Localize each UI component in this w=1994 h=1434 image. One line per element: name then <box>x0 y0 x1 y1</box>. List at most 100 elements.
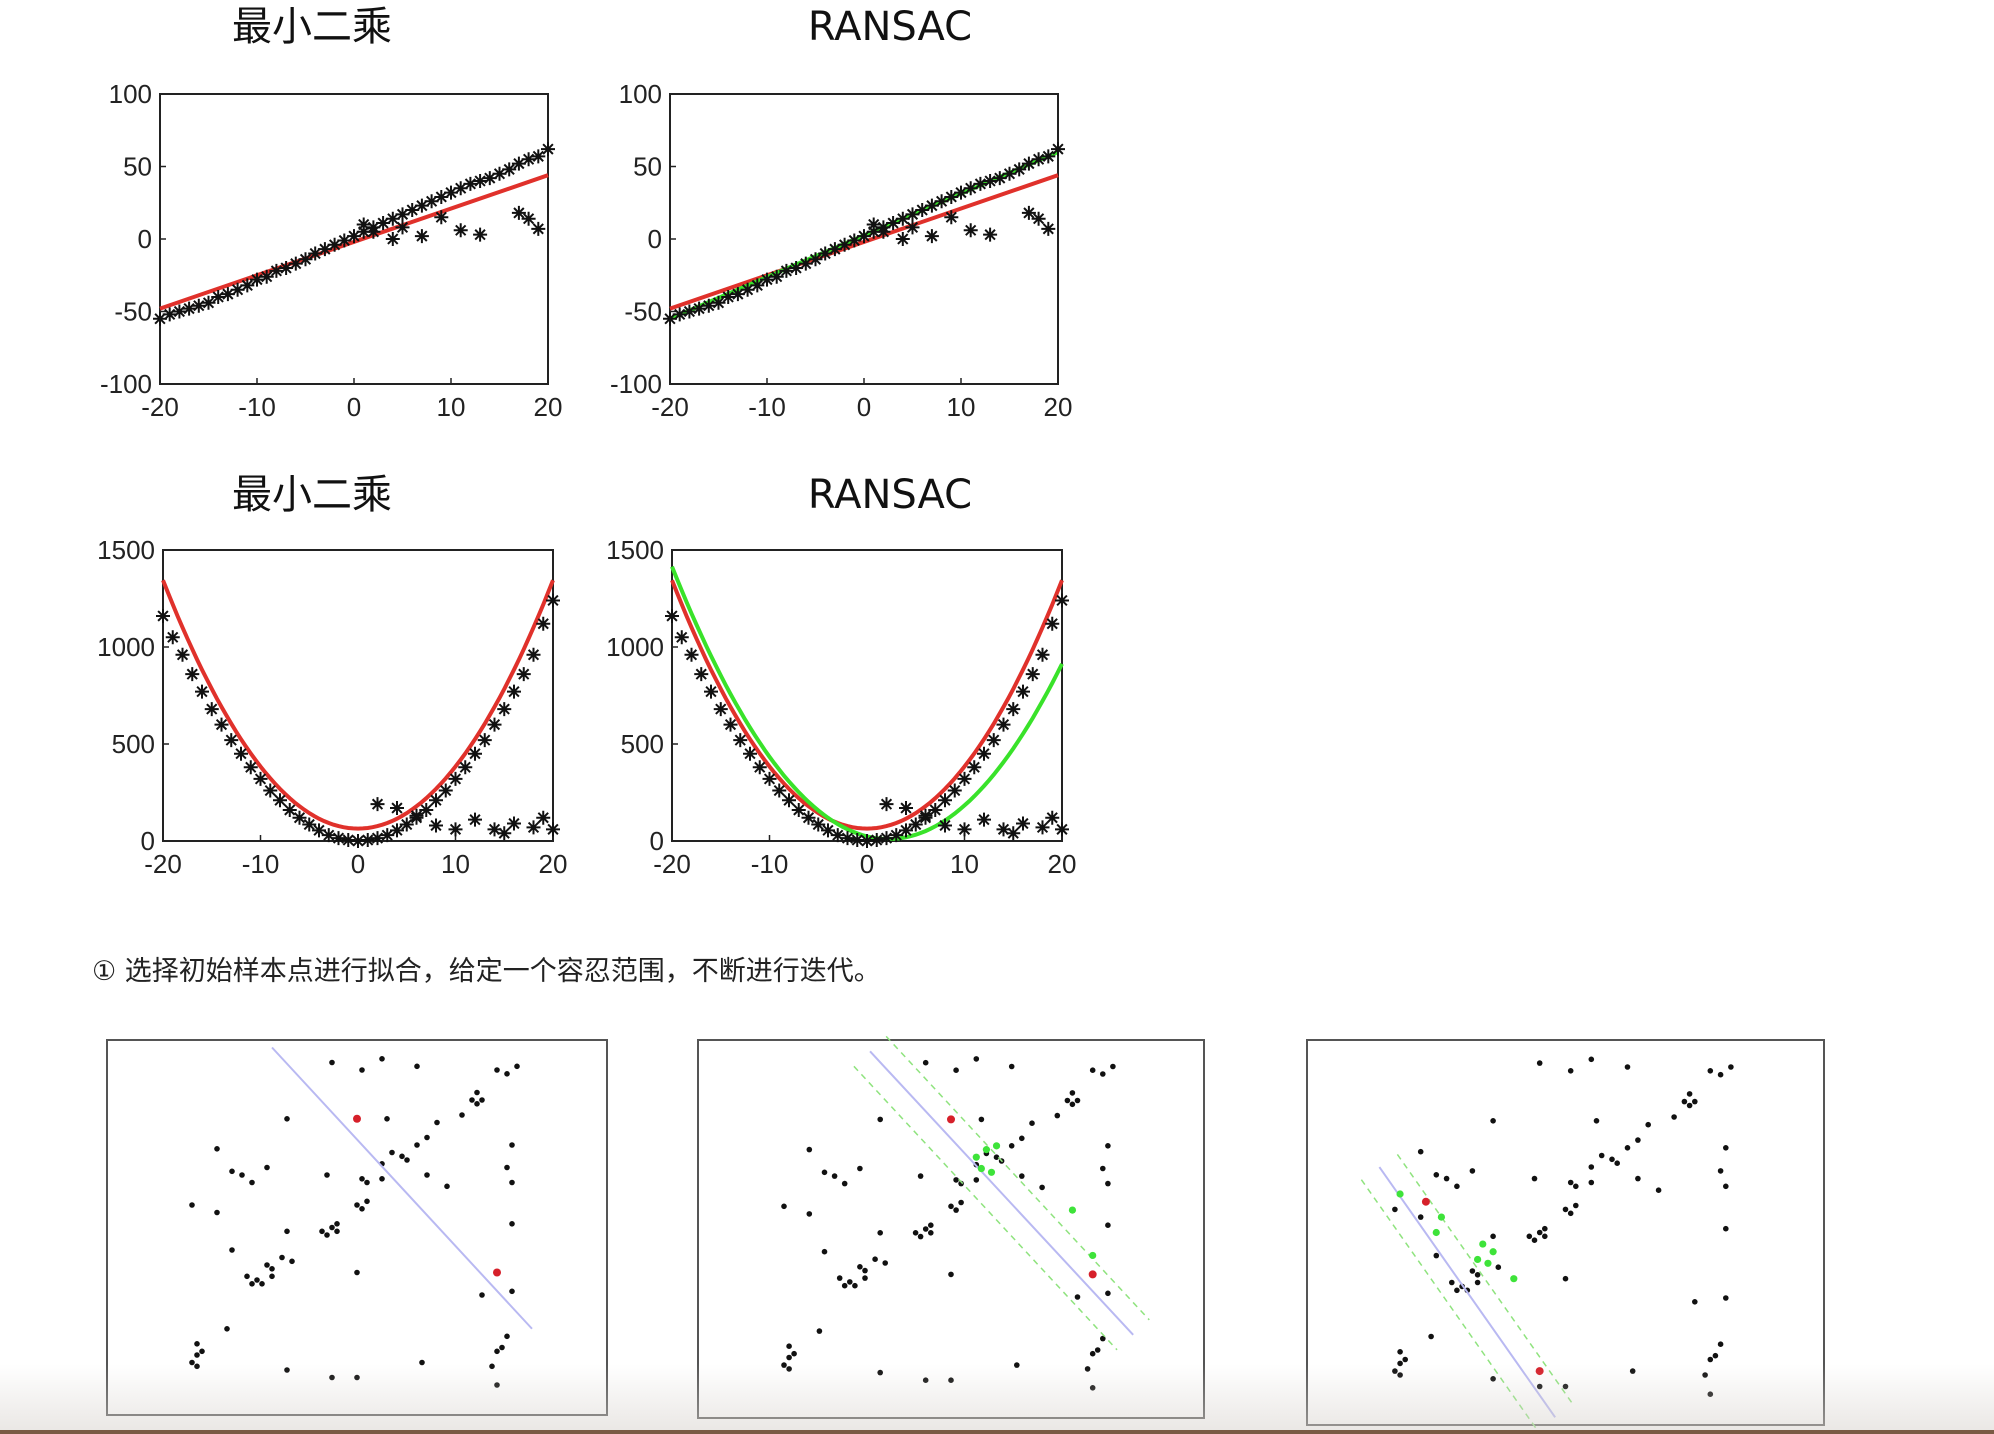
scatter-dot <box>791 1350 797 1357</box>
data-point <box>282 802 297 817</box>
scatter-dot <box>973 1177 980 1183</box>
scatter-dot <box>948 1271 954 1278</box>
scatter-dot <box>922 1059 929 1066</box>
scatter-dot <box>509 1142 515 1148</box>
data-point <box>857 229 871 244</box>
scatter-dot <box>444 1183 450 1190</box>
data-point <box>448 771 463 786</box>
data-point <box>1041 149 1056 164</box>
scatter-dot <box>359 1067 365 1073</box>
scatter-dot <box>334 1221 340 1227</box>
data-point <box>243 760 258 775</box>
data-point <box>1031 211 1046 226</box>
data-point <box>172 304 187 319</box>
scatter-dot <box>1054 1112 1061 1119</box>
scatter-dot <box>319 1228 325 1235</box>
scatter-dot <box>1717 1341 1724 1347</box>
scatter-dot <box>1428 1333 1434 1340</box>
scatter-dot <box>1074 1294 1081 1300</box>
data-point <box>253 771 268 786</box>
data-point <box>511 205 526 220</box>
data-point <box>438 783 453 798</box>
data-point <box>899 823 913 838</box>
scatter-dot <box>224 1326 230 1332</box>
scatter-dot <box>821 1248 828 1255</box>
y-tick-label: 50 <box>123 152 152 182</box>
data-point <box>162 307 177 322</box>
inlier-dot <box>972 1153 980 1161</box>
data-point <box>230 282 245 297</box>
scatter-dot <box>953 1207 959 1213</box>
scatter-dot <box>284 1228 290 1235</box>
data-point <box>153 311 167 326</box>
scatter-dot <box>1526 1233 1533 1240</box>
scatter-dot <box>821 1169 828 1176</box>
inlier-dot <box>982 1146 991 1154</box>
data-point <box>521 152 536 167</box>
scatter-dot <box>229 1168 235 1175</box>
scatter-dot <box>379 1176 385 1182</box>
data-point <box>356 224 371 239</box>
scatter-dot <box>269 1266 275 1272</box>
x-tick-label: 0 <box>857 392 871 422</box>
scatter-dot <box>1542 1233 1548 1240</box>
data-point <box>996 717 1011 732</box>
inlier-dot <box>1432 1228 1440 1237</box>
data-point <box>1016 816 1030 831</box>
scatter-dot <box>1105 1143 1111 1149</box>
scatter-dot <box>1723 1145 1729 1151</box>
data-point <box>672 307 687 322</box>
x-tick-label: 0 <box>860 849 874 879</box>
data-point <box>886 216 901 231</box>
y-tick-label: 1500 <box>606 535 664 565</box>
scatter-dot <box>852 1282 858 1289</box>
scatter-dot <box>494 1348 500 1355</box>
data-point <box>477 733 492 748</box>
data-point <box>889 828 904 843</box>
tolerance-band-line <box>885 1035 1150 1321</box>
chart-ls-quadratic: -20 -10 0 10 20 1500 1000 500 0 <box>97 535 567 879</box>
scatter-dot <box>1531 1237 1538 1243</box>
data-point <box>789 261 804 275</box>
data-point <box>521 211 536 226</box>
scatter-dot <box>354 1202 360 1208</box>
data-point <box>866 217 881 232</box>
least-squares-fit-line <box>670 579 1064 831</box>
data-point <box>918 808 933 823</box>
x-tick-label: -20 <box>144 849 182 879</box>
data-point <box>453 223 468 238</box>
scatter-dot <box>1624 1064 1631 1070</box>
data-point <box>298 252 313 267</box>
data-point <box>468 746 482 761</box>
data-point <box>674 630 689 645</box>
data-point <box>986 733 1001 748</box>
scatter-dot <box>786 1343 792 1349</box>
scatter-dot <box>1609 1156 1615 1163</box>
scatter-dot <box>882 1260 888 1266</box>
data-point <box>963 223 978 238</box>
scatter-dot <box>841 1180 848 1187</box>
data-point <box>473 227 488 242</box>
data-point <box>983 227 998 242</box>
data-point <box>191 298 206 313</box>
y-tick-label: 0 <box>138 224 152 254</box>
scatter-dot <box>862 1267 868 1274</box>
scatter-dot <box>1449 1279 1455 1286</box>
scatter-dot <box>1573 1202 1579 1209</box>
data-point <box>847 233 862 248</box>
data-point <box>409 808 424 823</box>
data-point <box>337 233 352 248</box>
scatter-dot <box>424 1172 430 1178</box>
data-point <box>376 216 391 231</box>
scatter-dot <box>1671 1114 1677 1120</box>
data-point <box>1025 667 1040 682</box>
data-point <box>860 834 874 848</box>
scatter-dot <box>847 1279 853 1285</box>
inlier-dot <box>987 1168 996 1176</box>
data-point <box>694 667 709 682</box>
tolerance-band-line <box>853 1065 1118 1351</box>
scatter-dot <box>1567 1068 1574 1074</box>
x-tick-label: -20 <box>651 392 689 422</box>
scatter-dot <box>872 1256 878 1262</box>
scatter-dot <box>1655 1187 1662 1193</box>
